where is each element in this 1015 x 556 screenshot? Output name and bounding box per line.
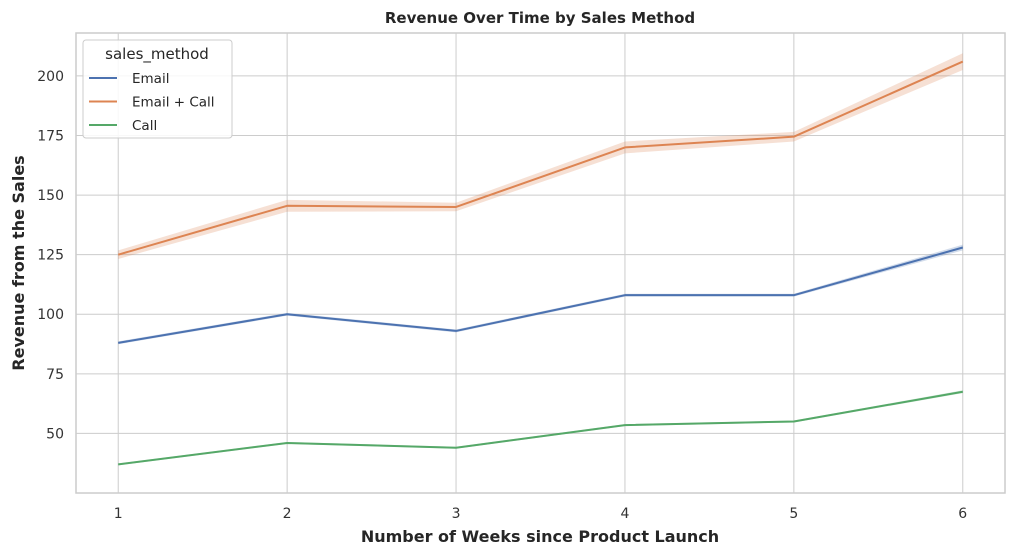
ci-band-call — [118, 390, 963, 465]
legend: sales_method Email Email + Call Call — [83, 40, 232, 138]
ci-band-email-call — [118, 53, 963, 259]
legend-label-email-call: Email + Call — [132, 95, 215, 111]
y-axis-label: Revenue from the Sales — [9, 155, 28, 370]
x-tick-labels: 1 2 3 4 5 6 — [114, 506, 968, 522]
y-tick-label: 175 — [37, 128, 64, 144]
y-tick-label: 200 — [37, 69, 64, 85]
x-axis-label: Number of Weeks since Product Launch — [361, 527, 719, 546]
y-tick-label: 50 — [46, 426, 64, 442]
y-tick-labels: 50 75 100 125 150 175 200 — [37, 69, 64, 443]
confidence-bands — [118, 53, 963, 465]
x-tick-label: 4 — [620, 506, 629, 522]
chart-title: Revenue Over Time by Sales Method — [385, 9, 695, 27]
y-tick-label: 125 — [37, 248, 64, 264]
x-tick-label: 3 — [452, 506, 461, 522]
y-tick-label: 150 — [37, 188, 64, 204]
x-tick-label: 5 — [789, 506, 798, 522]
x-tick-label: 1 — [114, 506, 123, 522]
legend-label-call: Call — [132, 118, 157, 134]
ci-band-email — [118, 245, 963, 345]
legend-title: sales_method — [105, 45, 209, 64]
legend-label-email: Email — [132, 71, 169, 87]
series-line-email-call — [118, 62, 963, 255]
y-tick-label: 100 — [37, 307, 64, 323]
x-tick-label: 6 — [958, 506, 967, 522]
x-tick-label: 2 — [283, 506, 292, 522]
y-tick-label: 75 — [46, 367, 64, 383]
series-line-call — [118, 392, 963, 465]
series-line-email — [118, 248, 963, 343]
